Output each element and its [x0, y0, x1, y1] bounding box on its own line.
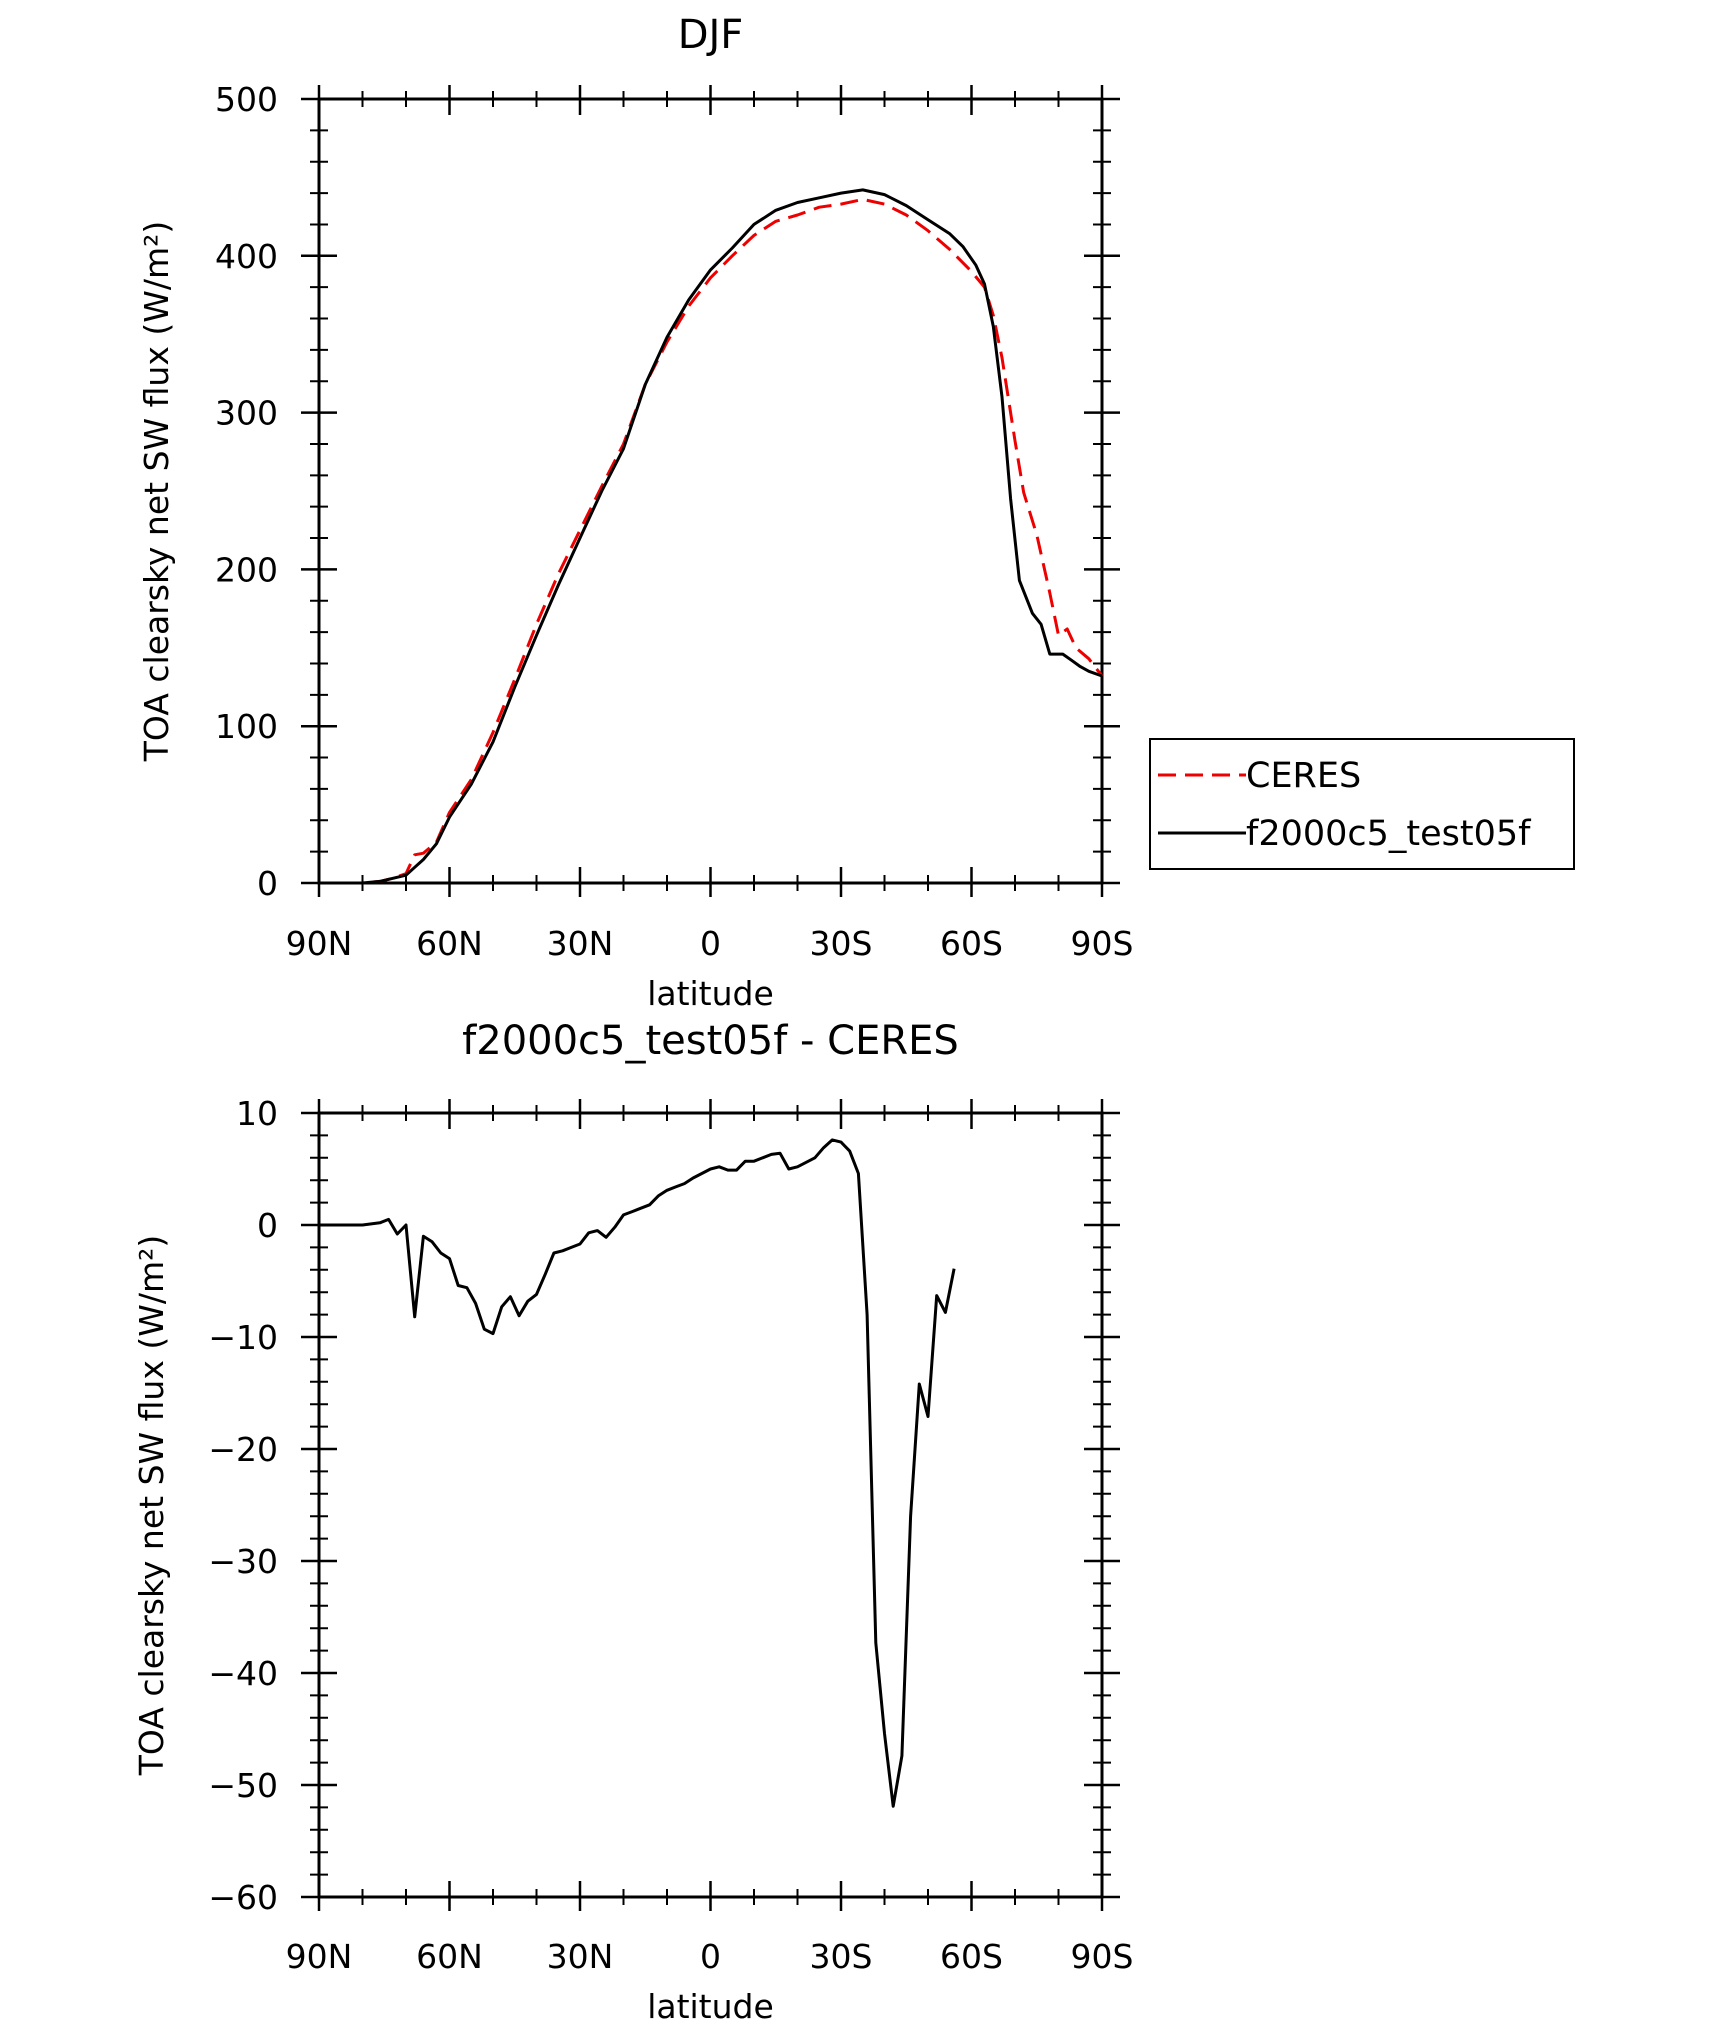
x-axis-label: latitude: [647, 974, 774, 1013]
legend-box: [1149, 738, 1575, 870]
chart-title: DJF: [678, 12, 744, 58]
x-axis-label: latitude: [647, 1987, 774, 2021]
y-tick-label: −10: [208, 1318, 278, 1357]
y-tick-label: 100: [215, 707, 278, 746]
y-tick-label: −40: [208, 1654, 278, 1693]
top-plot-djf: DJF 90N 60N 30N 0 30S 60S 90S 0 100 200 300 400 500 la…: [137, 12, 1575, 1013]
y-tick-label: 0: [257, 1206, 278, 1245]
x-tick-label: 30S: [810, 924, 873, 963]
x-tick-label: 0: [700, 1937, 721, 1976]
x-tick-label: 30S: [810, 1937, 873, 1976]
y-tick-label: 500: [215, 80, 278, 119]
plot-frame: [317, 97, 1104, 885]
x-tick-label: 0: [700, 924, 721, 963]
legend-label: f2000c5_test05f: [1246, 814, 1531, 854]
y-tick-label: 400: [215, 237, 278, 276]
y-tick-label: 10: [236, 1094, 278, 1133]
x-tick-label: 60N: [416, 924, 483, 963]
x-tick-label: 60S: [940, 1937, 1003, 1976]
x-tick-label: 90S: [1071, 1937, 1134, 1976]
bottom-plot-difference: f2000c5_test05f - CERES 90N 60N 30N 0 30S 60S 9…: [132, 1018, 1133, 2021]
legend-label: CERES: [1246, 756, 1361, 796]
y-axis-label: TOA clearsky net SW flux (W/m²): [137, 221, 176, 762]
series-line-ceres: [319, 197, 1104, 885]
x-tick-label: 90N: [286, 1937, 353, 1976]
chart-title: f2000c5_test05f - CERES: [462, 1018, 959, 1064]
y-tick-label: −20: [208, 1430, 278, 1469]
y-axis-label: TOA clearsky net SW flux (W/m²): [132, 1235, 171, 1776]
series-line-difference: [319, 1138, 956, 1808]
x-tick-label: 90S: [1071, 924, 1134, 963]
plot-frame: [317, 1111, 1104, 1899]
y-tick-label: −50: [208, 1766, 278, 1805]
x-tick-label: 30N: [547, 1937, 614, 1976]
x-tick-label: 60S: [940, 924, 1003, 963]
y-tick-label: 300: [215, 394, 278, 433]
x-tick-label: 60N: [416, 1937, 483, 1976]
y-tick-label: −60: [208, 1878, 278, 1917]
y-tick-label: 0: [257, 864, 278, 903]
x-tick-label: 30N: [547, 924, 614, 963]
y-tick-label: 200: [215, 550, 278, 589]
series-line-f2000c5-test05f: [319, 188, 1103, 885]
legend: CERES f2000c5_test05f: [1149, 738, 1575, 870]
x-tick-label: 90N: [286, 924, 353, 963]
y-tick-label: −30: [208, 1542, 278, 1581]
